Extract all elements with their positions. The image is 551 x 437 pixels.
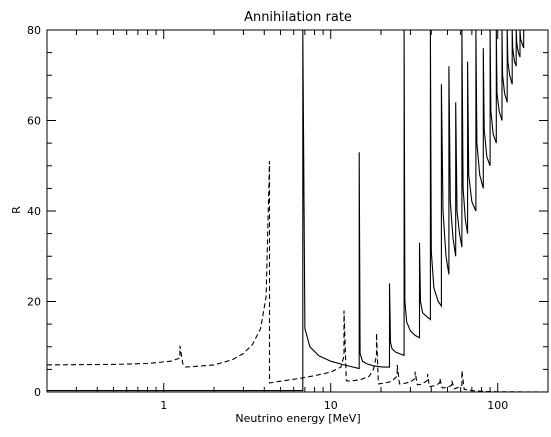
axes: 1 10 100 0 20 40 60 80 <box>27 24 549 412</box>
chart-title: Annihilation rate <box>244 10 352 25</box>
x-axis-label: Neutrino energy [MeV] <box>235 412 360 425</box>
y-tick-label: 60 <box>27 115 41 128</box>
y-tick-label: 80 <box>27 24 41 37</box>
y-tick-label: 40 <box>27 205 41 218</box>
y-tick-label: 20 <box>27 296 41 309</box>
x-tick-label: 10 <box>324 399 338 412</box>
y-axis-label: R <box>10 206 23 214</box>
plot-frame <box>46 29 549 393</box>
y-tick-label: 0 <box>34 386 41 399</box>
series-line-dashed <box>47 161 548 392</box>
plot-area <box>47 30 548 392</box>
x-tick-label: 100 <box>487 399 508 412</box>
series-line-solid <box>47 30 528 392</box>
x-tick-label: 1 <box>160 399 167 412</box>
